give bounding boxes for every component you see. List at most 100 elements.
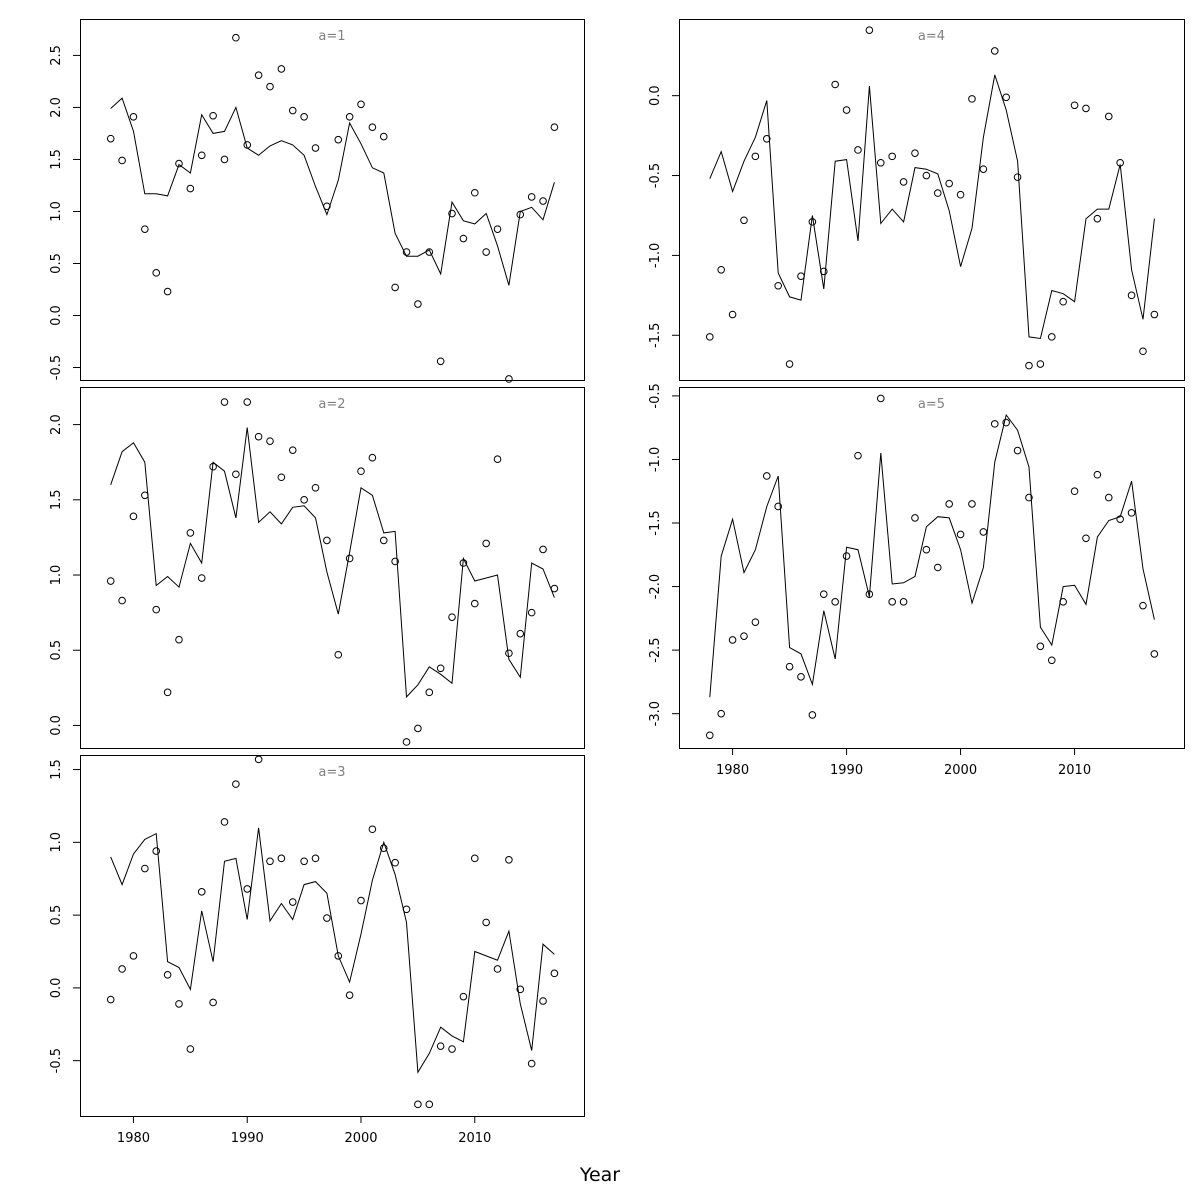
observed-point <box>505 649 513 658</box>
observed-point <box>493 225 502 233</box>
observed-point <box>209 111 217 120</box>
observed-point <box>459 234 468 243</box>
observed-point <box>1127 509 1136 517</box>
observed-point <box>300 857 308 866</box>
observed-point <box>1036 360 1045 368</box>
observed-point <box>118 156 126 165</box>
observed-point <box>141 225 149 233</box>
observed-point <box>482 539 490 548</box>
observed-point <box>819 267 828 276</box>
observed-point <box>391 283 399 292</box>
plot-frame <box>80 387 585 749</box>
x-tick-label: 1980 <box>117 1131 150 1146</box>
y-tick-label: 2.0 <box>49 97 64 118</box>
observed-point <box>740 632 748 640</box>
observed-point <box>1002 93 1010 102</box>
observed-point <box>470 599 479 608</box>
observed-point <box>129 512 138 521</box>
observed-point <box>968 500 976 508</box>
y-tick-label: -1.5 <box>648 323 663 348</box>
observed-point <box>197 888 206 896</box>
observed-point <box>448 613 456 621</box>
panel-title: a=1 <box>318 29 345 44</box>
observed-point <box>243 141 252 149</box>
fitted-line <box>110 827 555 1074</box>
observed-point <box>357 896 365 905</box>
fitted-line <box>110 97 555 286</box>
observed-point <box>414 1100 422 1109</box>
observed-point <box>990 47 999 55</box>
observed-point <box>990 420 999 428</box>
observed-point <box>300 496 308 504</box>
panel-a-3: a=3 -0.5 0.0 0.5 1.0 1.5 1980 1990 2000 2010 <box>49 755 585 1146</box>
observed-point <box>266 437 274 445</box>
observed-point <box>1059 598 1067 606</box>
observed-point <box>933 189 942 197</box>
observed-point <box>129 952 138 960</box>
observed-point <box>436 1042 445 1050</box>
observed-point <box>186 529 195 537</box>
observed-point <box>797 272 805 280</box>
observed-point <box>539 545 547 554</box>
y-tick-label: -1.0 <box>648 243 663 268</box>
y-tick-label: 1.0 <box>49 565 64 586</box>
observed-point <box>705 333 714 341</box>
observed-point <box>300 112 308 121</box>
observed-point <box>1013 173 1022 181</box>
observed-point <box>334 650 343 659</box>
observed-point <box>459 559 468 567</box>
observed-point <box>345 554 354 563</box>
y-tick-label: 1.5 <box>49 489 64 510</box>
observed-point <box>311 483 320 492</box>
observed-point <box>527 608 536 617</box>
y-tick-label: -3.0 <box>648 701 663 726</box>
y-tick-label: 1.5 <box>49 149 64 170</box>
observed-point <box>493 455 502 464</box>
observed-point <box>922 545 931 554</box>
observed-point <box>550 123 559 131</box>
observed-point <box>277 854 286 863</box>
y-tick-label: -0.5 <box>648 163 663 188</box>
y-tick-label: 2.5 <box>49 45 64 66</box>
observed-point <box>277 65 286 73</box>
observed-point <box>425 1100 434 1109</box>
y-tick-label: 1.5 <box>49 759 64 780</box>
observed-point <box>482 248 490 256</box>
observed-point <box>288 106 297 115</box>
observed-point <box>152 605 161 614</box>
observed-point <box>402 248 411 256</box>
panel-a-5: a=5 -3.0 -2.5 -2.0 -1.5 -1.0 -0.5 1980 1990 2000 2… <box>648 383 1185 778</box>
observed-point <box>106 134 115 143</box>
observed-point <box>254 71 263 79</box>
observed-point <box>425 248 434 256</box>
observed-point <box>288 446 297 454</box>
y-tick-label: -2.5 <box>648 637 663 662</box>
observed-point <box>163 971 172 979</box>
y-tick-label: 0.5 <box>49 253 64 274</box>
observed-point <box>956 530 965 539</box>
observed-point <box>334 135 343 144</box>
observed-point <box>436 357 445 366</box>
observed-point <box>808 218 817 226</box>
observed-point <box>357 100 365 109</box>
observed-point <box>1093 214 1102 223</box>
observed-point <box>728 310 737 319</box>
y-tick-label: -2.0 <box>648 574 663 599</box>
panel-title: a=3 <box>318 765 345 780</box>
observed-point <box>368 123 377 131</box>
observed-point <box>539 197 547 205</box>
x-tick-label: 1990 <box>830 763 863 778</box>
observed-point <box>945 500 953 508</box>
observed-point <box>163 688 172 697</box>
x-tick-label: 2000 <box>944 763 977 778</box>
observed-point <box>728 636 737 644</box>
observed-point <box>1139 601 1147 610</box>
observed-point <box>762 472 771 480</box>
observed-point <box>516 985 525 994</box>
observed-point <box>175 635 183 644</box>
observed-point <box>175 1000 183 1008</box>
x-tick-label: 2010 <box>458 1131 491 1146</box>
observed-point <box>505 856 513 864</box>
observed-point <box>379 536 388 545</box>
